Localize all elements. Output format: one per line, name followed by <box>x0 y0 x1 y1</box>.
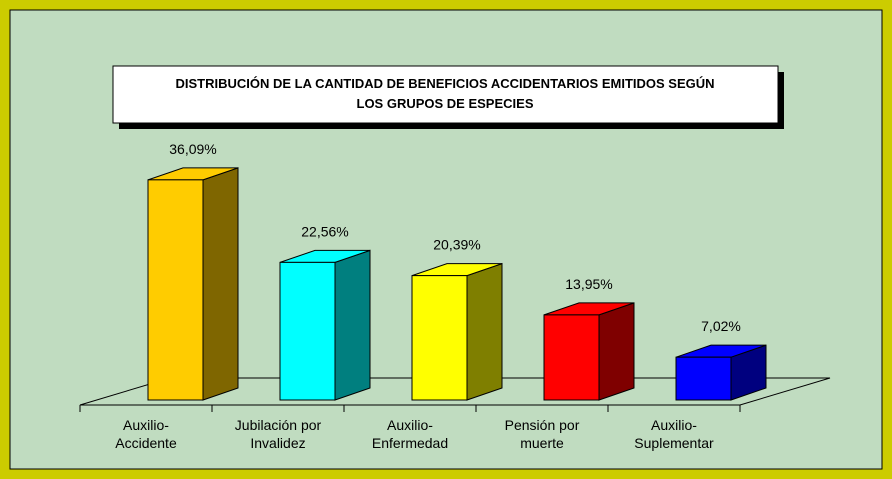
x-tick-label: Auxilio-Accidente <box>115 417 177 451</box>
data-label: 36,09% <box>169 141 216 157</box>
x-tick-label: Auxilio-Enfermedad <box>372 417 448 451</box>
bar-side <box>598 302 635 401</box>
bar <box>543 314 600 401</box>
bar-side <box>334 249 371 401</box>
title-box <box>112 65 779 124</box>
x-tick-label: Jubilación por Invalidez <box>235 417 322 451</box>
chart-title: DISTRIBUCIÓN DE LA CANTIDAD DE BENEFICIO… <box>175 76 714 111</box>
data-label: 20,39% <box>433 237 480 253</box>
data-label: 22,56% <box>301 223 348 239</box>
data-label: 7,02% <box>701 318 741 334</box>
x-tick-label: Pensión por muerte <box>505 417 580 451</box>
floor <box>79 377 831 406</box>
bar <box>147 179 204 401</box>
bar <box>279 261 336 401</box>
data-label: 13,95% <box>565 276 612 292</box>
bar-side <box>466 262 503 401</box>
bar <box>675 356 732 401</box>
x-tick-label: Auxilio-Suplementar <box>634 417 714 451</box>
bar <box>411 275 468 401</box>
bar-side <box>202 167 239 401</box>
